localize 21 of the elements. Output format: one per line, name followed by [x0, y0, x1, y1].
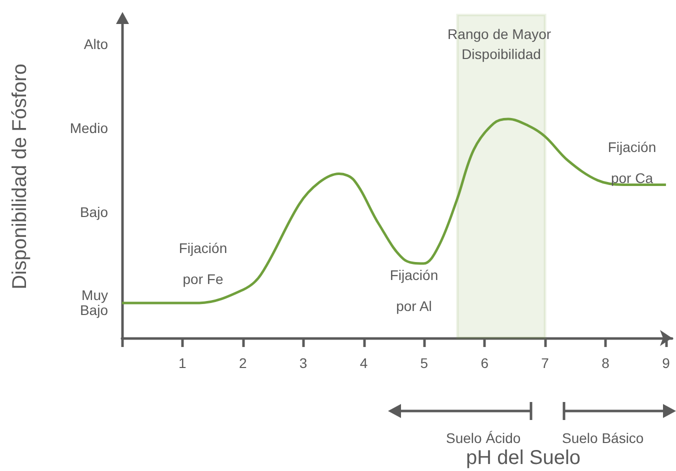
annotation: Fijación por Ca — [606, 138, 658, 188]
text: Medio — [68, 119, 108, 137]
x-tick-label: 7 — [541, 355, 550, 371]
x-tick-label: 1 — [178, 355, 187, 371]
y-axis-title: Disponibilidad de Fósforo — [9, 64, 31, 290]
text: Suelo Ácido — [446, 429, 522, 447]
x-tick-label: 3 — [299, 355, 308, 371]
text: Bajo — [78, 203, 108, 221]
annotation: Fijación por Al — [388, 266, 440, 316]
text: Suelo Básico — [562, 429, 645, 447]
text: Muy Bajo — [78, 287, 108, 318]
x-tick-label: 2 — [238, 355, 247, 371]
x-tick-label: 8 — [602, 355, 610, 371]
x-tick-label: 9 — [662, 355, 670, 371]
text: Alto — [82, 35, 108, 53]
x-tick-label: 6 — [480, 355, 489, 371]
band-label: Rango de Mayor Dispoibilidad — [448, 26, 555, 62]
x-tick-label: 5 — [420, 355, 428, 371]
x-tick-label: 4 — [360, 355, 368, 371]
annotation: Fijación por Fe — [178, 239, 228, 289]
x-axis-title: pH del Suelo — [466, 447, 581, 469]
